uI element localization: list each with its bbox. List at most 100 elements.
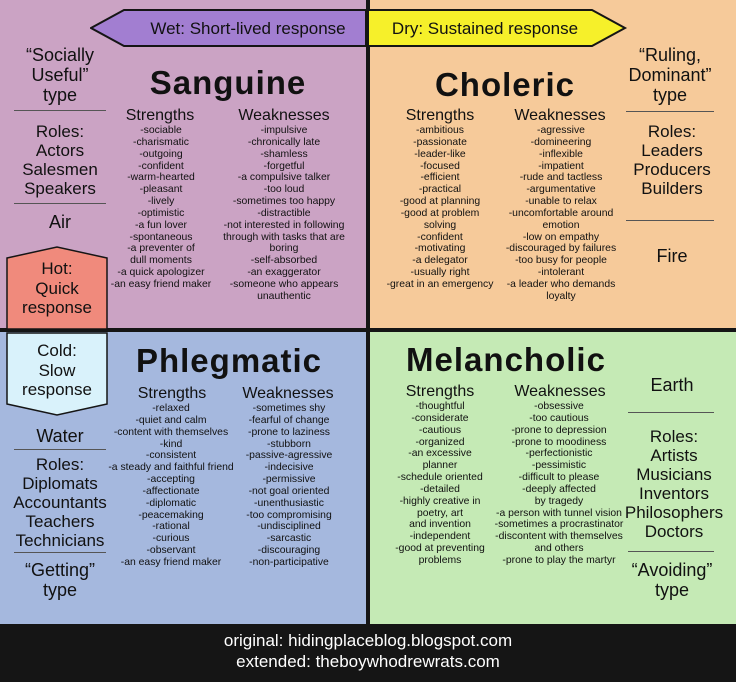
weakness-item: -perfectionistic xyxy=(525,448,593,460)
strength-item: -outgoing xyxy=(139,148,183,160)
strength-item: -accepting xyxy=(147,474,195,486)
weakness-item: -obsessive xyxy=(534,401,584,412)
strength-item: -spontaneous xyxy=(129,231,193,243)
melancholic-strengths-heading: Strengths xyxy=(405,383,475,400)
divider xyxy=(14,110,106,111)
weakness-item: -impatient xyxy=(538,160,584,172)
strength-item: -practical xyxy=(418,184,462,196)
weakness-item: -sometimes a procrastinator xyxy=(494,519,624,531)
strength-item: -considerate xyxy=(411,412,469,424)
cold-badge xyxy=(6,332,108,416)
strength-item: -a quick apologizer xyxy=(117,267,205,279)
weakness-item: -domineering xyxy=(530,136,592,148)
sanguine-weaknesses-heading: Weaknesses xyxy=(238,107,330,124)
weakness-item: -unenthusiastic xyxy=(254,497,324,509)
strength-item: -optimistic xyxy=(137,207,185,219)
strength-item: -good at preventing xyxy=(395,543,485,555)
strength-item: -diplomatic xyxy=(145,497,197,509)
weakness-item: -prone to laziness xyxy=(247,426,330,438)
strength-item: solving xyxy=(423,219,457,231)
weakness-item: -impulsive xyxy=(260,125,308,136)
strength-item: -warm-hearted xyxy=(127,172,195,184)
phlegmatic-weaknesses-list: -sometimes shy -fearful of change -prone t… xyxy=(232,403,346,569)
strength-item: -confident xyxy=(138,160,184,172)
phlegmatic-element: Water xyxy=(36,426,84,446)
choleric-element: Fire xyxy=(656,246,688,266)
divider xyxy=(626,220,714,221)
strength-item: -a steady and faithful friend xyxy=(108,462,234,474)
wet-arrow-label: Wet: Short-lived response xyxy=(150,19,346,38)
hot-badge xyxy=(6,246,108,330)
strength-item: -charismatic xyxy=(132,136,189,148)
weakness-item: -self-absorbed xyxy=(250,255,318,267)
sanguine-strengths-heading: Strengths xyxy=(125,107,195,124)
sanguine-roles: Roles: Actors Salesmen Speakers xyxy=(22,122,98,198)
divider xyxy=(14,552,106,553)
strength-item: -pleasant xyxy=(139,184,183,196)
strength-item: -observant xyxy=(146,545,196,557)
weakness-item: -unable to relax xyxy=(525,196,597,208)
footer-credits: original: hidingplaceblog.blogspot.com e… xyxy=(0,624,736,682)
weakness-item: -deeply affected xyxy=(522,483,596,495)
divider xyxy=(626,111,714,112)
weakness-item: -an exaggerator xyxy=(247,267,321,279)
melancholic-quote: “Avoiding” type xyxy=(631,560,713,600)
weakness-item: -sometimes too happy xyxy=(232,196,336,208)
weakness-item: -uncomfortable around xyxy=(508,207,614,219)
divider xyxy=(628,412,714,413)
vertical-divider xyxy=(366,0,370,624)
hot-badge-text: Hot: Quick response xyxy=(22,259,92,317)
weakness-item: -distractible xyxy=(257,207,311,219)
strength-item: -consistent xyxy=(145,450,197,462)
phlegmatic-weaknesses-heading: Weaknesses xyxy=(242,385,334,402)
weakness-item: -rude and tactless xyxy=(519,172,603,184)
strength-item: -motivating xyxy=(414,243,466,255)
weakness-item: -argumentative xyxy=(526,184,596,196)
weakness-item: -someone who appears xyxy=(229,278,339,290)
strength-item: -detailed xyxy=(420,483,460,495)
strength-item: -kind xyxy=(159,438,183,450)
horizontal-divider xyxy=(0,328,736,332)
sanguine-weaknesses-list: -impulsive -chronically late -shamless -for… xyxy=(214,125,354,303)
phlegmatic-strengths-heading: Strengths xyxy=(137,385,207,402)
choleric-quadrant xyxy=(368,0,736,330)
weakness-item: by tragedy xyxy=(534,495,584,507)
strength-item: -leader-like xyxy=(414,148,466,160)
sanguine-title: Sanguine xyxy=(149,64,307,101)
strength-item: and invention xyxy=(409,519,471,531)
weakness-item: emotion xyxy=(542,219,580,231)
divider xyxy=(628,551,714,552)
strength-item: dull moments xyxy=(130,255,192,267)
melancholic-strengths-list: -thoughtful -considerate -cautious -organiz… xyxy=(384,401,496,567)
wet-arrow xyxy=(90,9,367,47)
melancholic-weaknesses-heading: Weaknesses xyxy=(514,383,606,400)
strength-item: -rational xyxy=(152,521,190,533)
strength-item: -passionate xyxy=(413,136,467,148)
weakness-item: -non-participative xyxy=(249,556,329,568)
weakness-item: -shamless xyxy=(260,148,308,160)
strength-item: -sociable xyxy=(140,125,182,136)
phlegmatic-title: Phlegmatic xyxy=(135,342,323,379)
strength-item: -an easy friend maker xyxy=(110,278,212,290)
strength-item: -confident xyxy=(417,231,463,243)
weakness-item: -prone to depression xyxy=(511,424,607,436)
weakness-item: -fearful of change xyxy=(248,414,330,426)
melancholic-quadrant xyxy=(368,330,736,624)
dry-arrow xyxy=(367,9,628,47)
weakness-item: -indecisive xyxy=(264,462,314,474)
weakness-item: loyalty xyxy=(546,290,576,302)
weakness-item: -permissive xyxy=(262,474,316,486)
melancholic-roles: Roles: Artists Musicians Inventors Philo… xyxy=(624,427,724,541)
choleric-title: Choleric xyxy=(434,66,576,103)
strength-item: -organized xyxy=(415,436,465,448)
phlegmatic-roles: Roles: Diplomats Accountants Teachers Te… xyxy=(13,455,107,550)
weakness-item: -prone to play the martyr xyxy=(502,554,616,566)
weakness-item: -discontent with themselves xyxy=(495,531,623,543)
strength-item: -great in an emergency xyxy=(386,278,494,290)
weakness-item: -a person with tunnel vision xyxy=(496,507,622,519)
weakness-item: -too cautious xyxy=(529,412,589,424)
strength-item: -affectionate xyxy=(142,485,200,497)
sanguine-strengths-list: -sociable -charismatic -outgoing -confident… xyxy=(104,125,218,291)
strength-item: -curious xyxy=(152,533,190,545)
strength-item: problems xyxy=(418,554,462,566)
